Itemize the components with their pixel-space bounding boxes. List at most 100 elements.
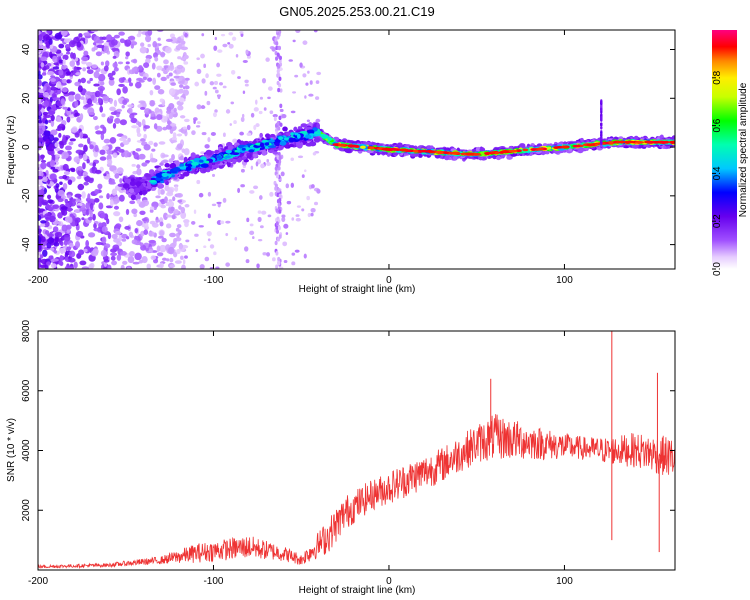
spectrogram-cell <box>54 142 59 148</box>
spectrogram-cell <box>137 104 143 109</box>
spectrogram-cell <box>276 121 280 126</box>
spectrogram-cell <box>89 202 94 210</box>
spectrogram-cell <box>216 62 221 68</box>
spectrogram-cell <box>44 119 49 125</box>
spectrogram-cell <box>222 132 226 138</box>
spectrogram-cell <box>95 130 103 135</box>
spectrogram-cell <box>46 86 52 93</box>
spectrogram-cell <box>660 141 667 144</box>
spectrogram-cell <box>87 137 91 144</box>
spectrogram-cell <box>63 171 70 176</box>
spectrogram-cell <box>553 146 560 150</box>
spectrogram-cell <box>136 132 142 137</box>
spectrogram-cell <box>167 188 174 195</box>
spectrogram-cell <box>176 133 183 137</box>
spectrogram-cell <box>107 144 113 151</box>
spectrogram-cell <box>277 126 281 131</box>
spectrogram-cell <box>99 149 106 155</box>
spectrogram-cell <box>277 261 281 266</box>
spectrogram-cell <box>63 239 69 246</box>
spectrogram-cell <box>312 152 317 156</box>
spectrogram-cell <box>167 246 175 255</box>
spectrogram-cell <box>110 252 118 257</box>
spectrogram-cell <box>38 67 41 72</box>
spectrogram-cell <box>99 105 104 113</box>
spectrogram-cell <box>102 95 110 102</box>
spectrogram-cell <box>136 164 141 169</box>
spectrogram-cell <box>50 75 56 79</box>
spectrogram-cell <box>159 262 164 269</box>
spectrogram-cell <box>78 249 85 256</box>
spectrogram-cell <box>138 30 142 35</box>
spectrogram-cell <box>125 56 129 60</box>
spectrogram-cell <box>38 104 42 110</box>
spectrogram-cell <box>193 209 197 214</box>
spectrogram-cell <box>310 207 316 213</box>
spectrogram-cell <box>320 134 329 139</box>
spectrogram-cell <box>81 217 85 221</box>
spectrogram-cell <box>92 115 98 121</box>
spectrogram-cell <box>182 126 187 130</box>
spectrogram-cell <box>152 40 158 48</box>
spectrogram-cell <box>258 195 263 200</box>
spectrogram-cell <box>246 132 252 136</box>
spectrogram-cell <box>42 91 50 98</box>
spectrogram-cell <box>111 188 118 196</box>
spectrogram-cell <box>344 148 352 154</box>
spectrogram-cell <box>100 213 106 219</box>
spectrogram-cell <box>65 71 71 76</box>
spectrogram-cell <box>44 100 49 108</box>
spectrogram-cell <box>62 163 69 171</box>
spectrogram-cell <box>62 134 66 142</box>
spectrogram-cell <box>50 129 58 136</box>
spectrogram-cell <box>40 62 45 68</box>
spectrogram-cell <box>278 55 282 61</box>
spectrogram-cell <box>60 30 68 37</box>
spectrogram-cell <box>103 138 111 144</box>
spectrogram-cell <box>150 116 157 120</box>
spectrogram-cell <box>286 200 292 205</box>
spectrogram-cell <box>166 258 170 262</box>
spectrogram-cell <box>216 73 222 77</box>
spectrogram-cell <box>110 199 114 207</box>
spectrogram-cell <box>120 264 125 269</box>
spectrogram-cell <box>108 78 115 86</box>
spectrogram-cell <box>282 241 288 247</box>
spectrogram-cell <box>305 142 313 147</box>
spectrogram-cell <box>77 205 81 209</box>
spectrogram-cell <box>234 236 238 241</box>
spectrogram-cell <box>38 188 41 196</box>
spectrogram-cell <box>400 148 410 152</box>
spectrogram-cell <box>245 259 250 264</box>
spectrogram-cell <box>41 31 46 36</box>
spectrogram-cell <box>149 209 154 213</box>
spectrogram-cell <box>150 255 157 261</box>
spectrogram-cell <box>256 263 260 269</box>
spectrogram-cell <box>141 255 148 264</box>
spectrogram-cell <box>138 79 145 83</box>
spectrogram-cell <box>41 199 49 206</box>
spectrogram-cell <box>195 125 201 128</box>
spectrogram-cell <box>99 156 107 161</box>
spectrogram-cell <box>51 258 59 262</box>
spectrogram-cell <box>276 35 280 40</box>
spectrogram-cell <box>148 249 154 253</box>
spectrogram-cell <box>148 109 152 114</box>
spectrogram-cell <box>241 113 245 118</box>
spectrogram-cell <box>94 188 100 195</box>
spectrogram-cell <box>156 65 163 71</box>
spectrogram-cell <box>113 200 118 205</box>
spectrogram-cell <box>114 117 121 124</box>
spectrogram-cell <box>83 50 89 56</box>
spectrogram-cell <box>168 64 175 71</box>
spectrogram-cell <box>62 106 69 110</box>
spectrogram-cell <box>277 225 281 231</box>
spectrogram-cell <box>74 81 81 87</box>
spectrogram-cell <box>572 144 581 148</box>
spectrogram-cell <box>547 146 552 150</box>
spectrogram-cell <box>58 132 62 138</box>
spectrogram-cell <box>225 149 232 154</box>
spectrogram-cell <box>127 36 136 40</box>
spectrogram-cell <box>97 97 102 104</box>
spectrogram-cell <box>68 250 76 258</box>
